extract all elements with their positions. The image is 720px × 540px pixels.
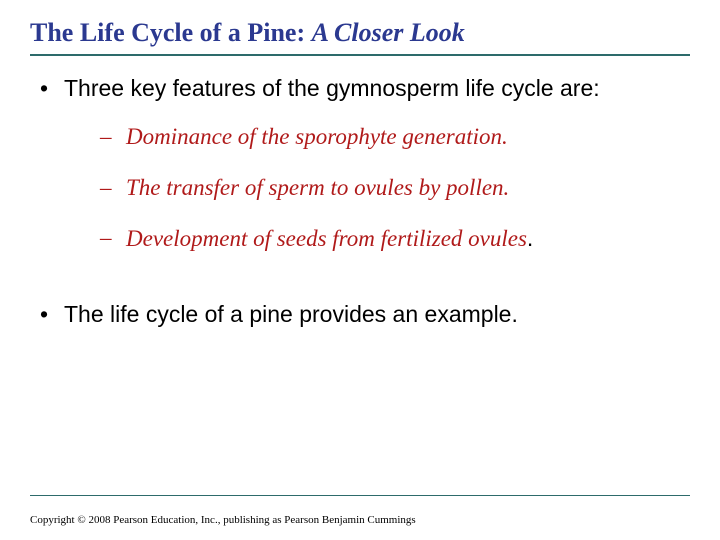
- title-divider: [30, 54, 690, 56]
- sub-bullet-item: Development of seeds from fertilized ovu…: [92, 224, 690, 254]
- slide: The Life Cycle of a Pine: A Closer Look …: [0, 0, 720, 540]
- spacer: [30, 276, 690, 300]
- bullet-item: The life cycle of a pine provides an exa…: [30, 300, 690, 329]
- copyright-text: Copyright © 2008 Pearson Education, Inc.…: [30, 514, 416, 526]
- sub-bullet-item: Dominance of the sporophyte generation.: [92, 123, 690, 152]
- bullet-item: Three key features of the gymnosperm lif…: [30, 74, 690, 254]
- footer-divider: [30, 495, 690, 496]
- slide-body: Three key features of the gymnosperm lif…: [30, 74, 690, 329]
- trailing-period: .: [527, 225, 533, 251]
- sub-bullet-text: The transfer of sperm to ovules by polle…: [126, 175, 509, 200]
- bullet-text: The life cycle of a pine provides an exa…: [64, 301, 518, 327]
- sub-bullet-list: Dominance of the sporophyte generation. …: [64, 123, 690, 254]
- bullet-text: Three key features of the gymnosperm lif…: [64, 75, 600, 101]
- title-main: The Life Cycle of a Pine:: [30, 18, 312, 47]
- title-subtitle: A Closer Look: [312, 18, 465, 47]
- sub-bullet-text: Dominance of the sporophyte generation.: [126, 124, 508, 149]
- slide-title: The Life Cycle of a Pine: A Closer Look: [30, 18, 690, 48]
- sub-bullet-text: Development of seeds from fertilized ovu…: [126, 226, 527, 251]
- sub-bullet-item: The transfer of sperm to ovules by polle…: [92, 174, 690, 203]
- bullet-list: Three key features of the gymnosperm lif…: [30, 74, 690, 329]
